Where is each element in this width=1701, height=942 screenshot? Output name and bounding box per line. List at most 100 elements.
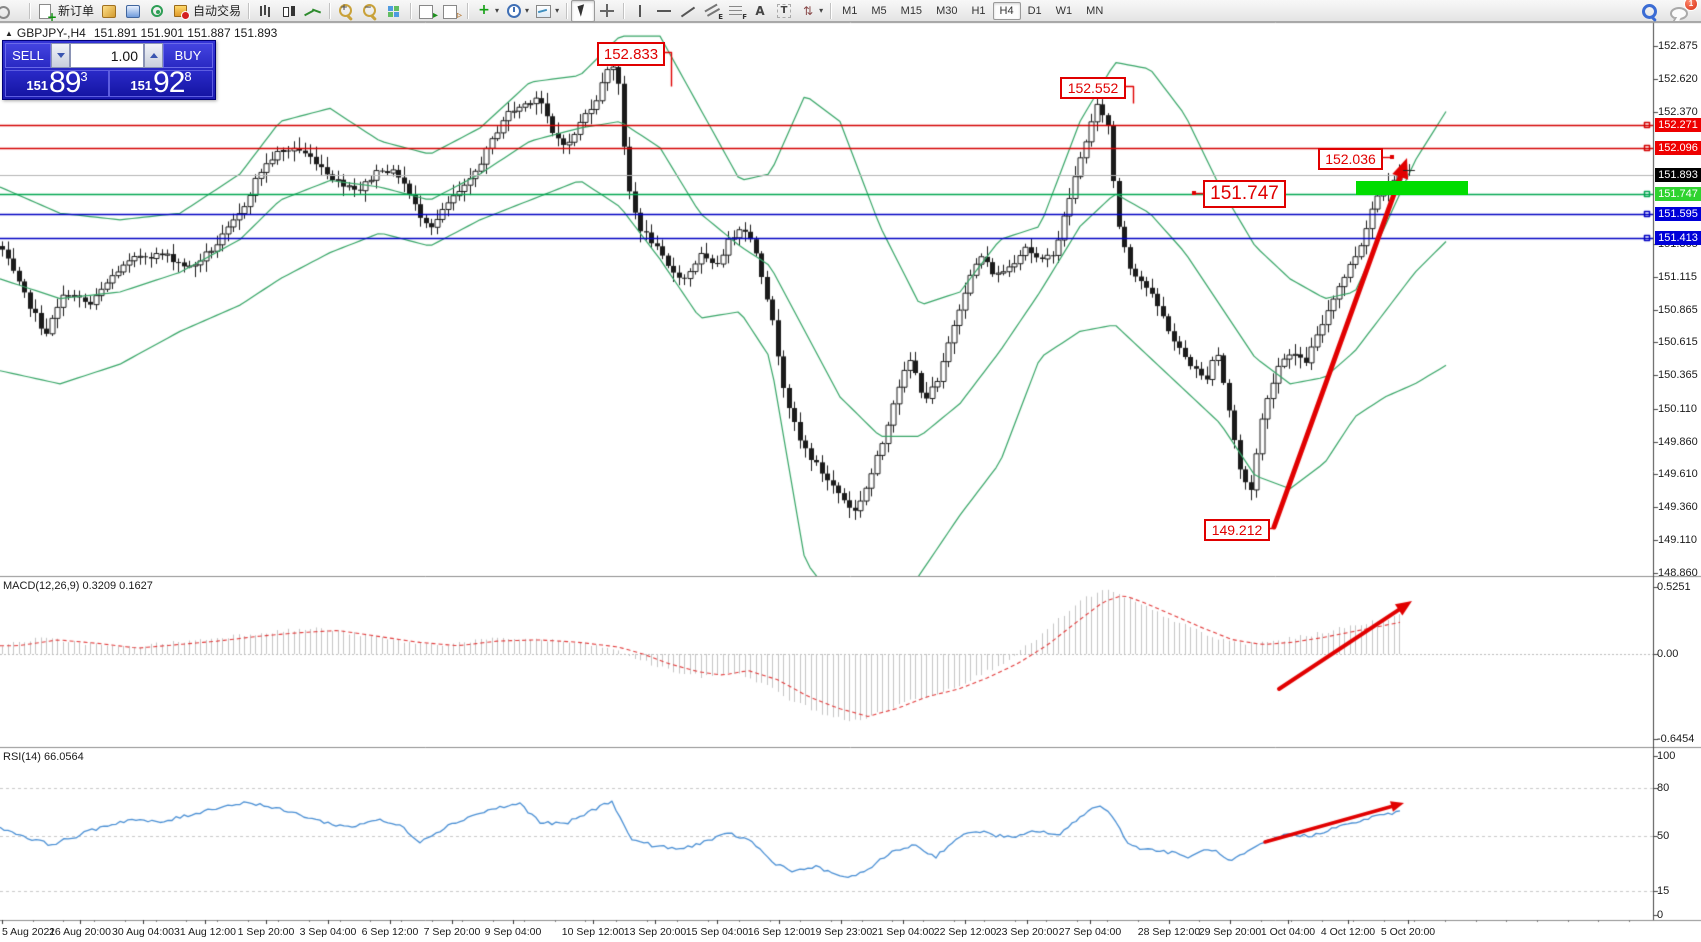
indicator-axis-label: 15: [1657, 885, 1670, 897]
indicator-axis-label: 80: [1657, 782, 1670, 794]
level-price-tag: 152.271: [1655, 118, 1701, 132]
price-annotation-box[interactable]: 152.036: [1318, 148, 1383, 170]
level-price-tag: 151.413: [1655, 231, 1701, 245]
date-tick-label: 31 Aug 12:00: [174, 926, 236, 938]
arrows-button[interactable]: ⇅ ▾: [796, 0, 826, 22]
bar-chart-icon: [256, 3, 274, 19]
date-tick-label: 13 Sep 20:00: [623, 926, 687, 938]
fibonacci-button[interactable]: F: [724, 0, 748, 22]
navigator-button[interactable]: [145, 0, 169, 22]
navigator-icon: [148, 3, 166, 19]
timeframe-M15[interactable]: M15: [900, 4, 923, 17]
toolbar-separator: [830, 2, 832, 19]
crosshair-button[interactable]: [595, 0, 619, 22]
templates-button[interactable]: ▾: [532, 0, 562, 22]
timeframe-H4[interactable]: H4: [992, 1, 1021, 20]
text-button[interactable]: A: [748, 0, 772, 22]
indicators-button[interactable]: + ▾: [472, 0, 502, 22]
dropdown-caret-icon: ▾: [495, 6, 500, 15]
indicator-axis-label: 0.00: [1657, 648, 1679, 660]
market-watch-button[interactable]: [121, 0, 145, 22]
line-chart-button[interactable]: [301, 0, 325, 22]
symbol-triangle-icon: ▲: [5, 29, 13, 38]
chat-button[interactable]: 1: [1667, 0, 1698, 22]
channel-button[interactable]: E: [700, 0, 724, 22]
timeframe-D1[interactable]: D1: [1027, 4, 1042, 17]
auto-scroll-button[interactable]: [415, 0, 439, 22]
text-label-button[interactable]: T: [772, 0, 796, 22]
horizontal-line-button[interactable]: [652, 0, 676, 22]
buy-price-big: 92: [153, 66, 185, 99]
text-icon: A: [755, 3, 765, 18]
volume-input[interactable]: 1.00: [70, 43, 144, 68]
candlestick-chart-icon: [280, 3, 298, 19]
indicator-axis-label: 0: [1657, 909, 1664, 921]
cursor-button[interactable]: [571, 0, 596, 22]
candlestick-chart-button[interactable]: [277, 0, 301, 22]
price-annotation-box[interactable]: 149.212: [1204, 519, 1270, 541]
timeframe-H1[interactable]: H1: [971, 4, 986, 17]
date-tick-label: 7 Sep 20:00: [423, 926, 481, 938]
buy-button[interactable]: BUY: [163, 43, 213, 68]
toolbar-separator: [623, 2, 625, 19]
date-tick-label: 9 Sep 04:00: [484, 926, 542, 938]
date-tick-label: 23 Sep 20:00: [995, 926, 1059, 938]
vertical-line-button[interactable]: [628, 0, 652, 22]
zoom-in-button[interactable]: +: [334, 0, 358, 22]
timeframe-M30[interactable]: M30: [936, 4, 958, 17]
date-tick-label: 26 Aug 20:00: [49, 926, 111, 938]
price-annotation-box[interactable]: 152.552: [1060, 77, 1126, 99]
toolbar-separator: [329, 2, 331, 19]
timeframe-M5[interactable]: M5: [871, 4, 887, 17]
buy-price-button[interactable]: 151 92 8: [109, 66, 213, 99]
auto-scroll-icon: [418, 3, 438, 21]
chart-shift-button[interactable]: [439, 0, 463, 22]
partial-button[interactable]: [0, 0, 25, 22]
date-tick-label: 1 Sep 20:00: [237, 926, 295, 938]
profiles-button[interactable]: [97, 0, 121, 22]
price-annotation-box[interactable]: 152.833: [597, 42, 665, 66]
level-price-tag: 152.096: [1655, 141, 1701, 155]
date-tick-label: 1 Oct 04:00: [1260, 926, 1316, 938]
date-tick-label: 22 Sep 12:00: [933, 926, 997, 938]
date-tick-label: 29 Sep 20:00: [1198, 926, 1262, 938]
sell-price-button[interactable]: 151 89 3: [5, 68, 109, 98]
toolbar-separator: [566, 2, 568, 19]
indicator-axis-label: 100: [1657, 750, 1676, 762]
arrows-icon: ⇅: [803, 3, 814, 18]
timeframe-W1[interactable]: W1: [1055, 4, 1073, 17]
channel-icon: E: [703, 3, 723, 20]
cursor-icon: [574, 3, 592, 19]
support-zone-rect[interactable]: [1356, 181, 1468, 195]
toolbar-separator: [410, 2, 412, 19]
autotrading-button-label: 自动交易: [193, 4, 242, 18]
volume-decrease-button[interactable]: [51, 43, 70, 68]
date-tick-label: 16 Sep 12:00: [747, 926, 811, 938]
zoom-out-button[interactable]: −: [358, 0, 382, 22]
indicators-icon: +: [478, 1, 490, 18]
text-label-icon: T: [775, 3, 793, 19]
date-tick-label: 19 Sep 23:00: [809, 926, 873, 938]
periods-button[interactable]: ▾: [502, 0, 532, 22]
toolbar-separator: [29, 2, 30, 19]
date-tick-label: 10 Sep 12:00: [561, 926, 625, 938]
tile-windows-button[interactable]: [382, 0, 406, 22]
autotrading-button[interactable]: 自动交易: [169, 0, 244, 22]
chart-shift-icon: [442, 3, 462, 21]
partial-icon: [0, 3, 22, 19]
date-tick-label: 28 Sep 12:00: [1137, 926, 1201, 938]
volume-increase-button[interactable]: [144, 43, 163, 68]
timeframe-MN[interactable]: MN: [1086, 4, 1104, 17]
timeframe-M1[interactable]: M1: [842, 4, 858, 17]
date-tick-label: 5 Aug 2021: [2, 926, 56, 938]
trendline-button[interactable]: [676, 0, 700, 22]
bar-chart-button[interactable]: [253, 0, 277, 22]
search-button[interactable]: [1637, 0, 1661, 22]
price-annotation-box[interactable]: 151.747: [1203, 180, 1286, 208]
new-order-button[interactable]: 新订单: [34, 0, 97, 22]
indicator-axis-label: 0.5251: [1657, 581, 1691, 593]
sell-button[interactable]: SELL: [5, 43, 51, 68]
